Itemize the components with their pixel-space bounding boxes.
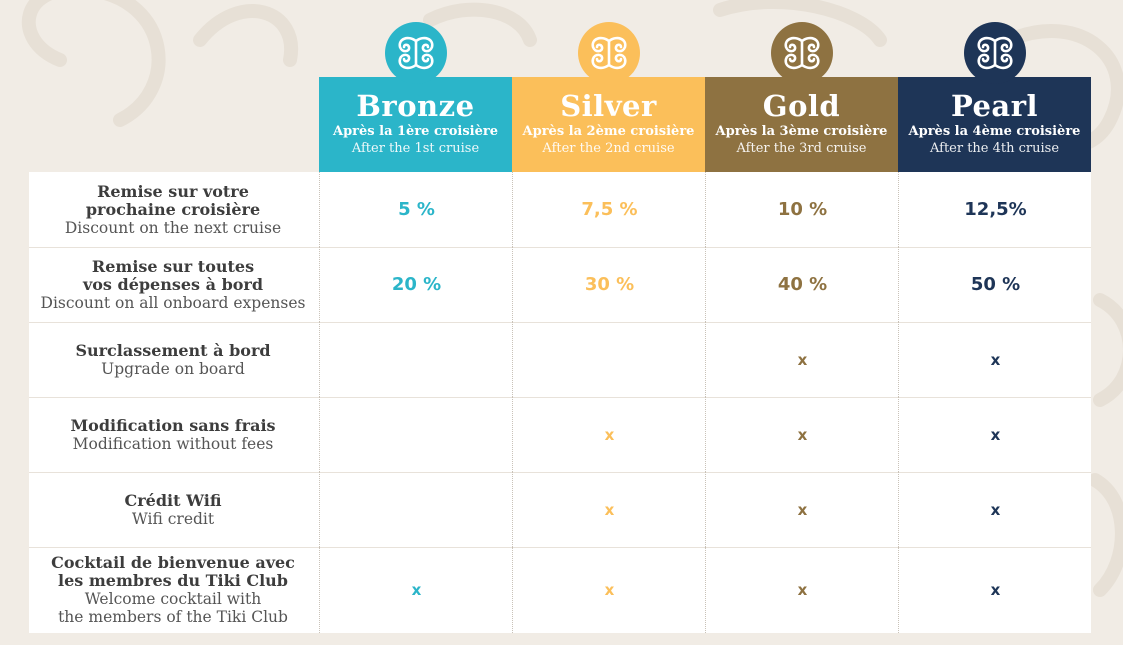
- tier-name: Gold: [762, 89, 841, 123]
- benefit-name-fr: vos dépenses à bord: [82, 274, 264, 294]
- benefit-value: 40 %: [705, 247, 899, 322]
- tier-name: Silver: [560, 89, 657, 123]
- benefits-table: Remise sur votre prochaine croisière Disco…: [29, 172, 1091, 633]
- benefit-value: 10 %: [705, 172, 899, 247]
- benefit-label: Crédit Wifi Wifi credit: [29, 472, 317, 547]
- check-mark-icon: x: [512, 472, 706, 547]
- benefit-name-fr: les membres du Tiki Club: [58, 571, 288, 590]
- benefit-value: 30 %: [512, 247, 706, 322]
- check-mark-icon: x: [705, 547, 899, 633]
- benefit-label: Remise sur toutes vos dépenses à bord Disc…: [29, 247, 317, 322]
- tiki-swirl-icon: [384, 22, 447, 84]
- benefit-value: 50 %: [898, 247, 1092, 322]
- tier-subtitle-fr: Après la 4ème croisière: [908, 124, 1081, 139]
- tier-header-gold: Gold Après la 3ème croisière After the 3rd…: [705, 77, 898, 172]
- benefit-value: 12,5%: [898, 172, 1092, 247]
- tier-subtitle-fr: Après la 3ème croisière: [715, 124, 888, 139]
- tier-header-bronze: Bronze Après la 1ère croisière After the 1…: [319, 77, 512, 172]
- benefit-name-fr: Remise sur votre: [97, 181, 249, 201]
- tier-subtitle-fr: Après la 1ère croisière: [332, 124, 498, 139]
- benefit-label: Cocktail de bienvenue avec les membres du…: [29, 547, 317, 633]
- tier-subtitle-en: After the 2nd cruise: [542, 141, 675, 156]
- table-row: Modification sans frais Modification with…: [29, 397, 1091, 473]
- table-row: Crédit Wifi Wifi credit x x x: [29, 472, 1091, 548]
- check-mark-icon: x: [898, 397, 1092, 472]
- benefit-value: [319, 472, 513, 547]
- benefit-value: 20 %: [319, 247, 513, 322]
- tiki-swirl-icon: [963, 22, 1026, 84]
- table-row: Surclassement à bord Upgrade on board x x: [29, 322, 1091, 398]
- table-row: Remise sur toutes vos dépenses à bord Disc…: [29, 247, 1091, 323]
- benefit-name-fr: Modification sans frais: [70, 415, 276, 435]
- tier-subtitle-en: After the 3rd cruise: [736, 141, 867, 156]
- benefit-name-en: Wifi credit: [131, 509, 215, 528]
- benefit-name-en: Discount on all onboard expenses: [40, 293, 306, 312]
- benefit-name-en: Modification without fees: [72, 434, 274, 453]
- check-mark-icon: x: [705, 397, 899, 472]
- benefit-label: Remise sur votre prochaine croisière Disco…: [29, 172, 317, 247]
- benefit-name-fr: Crédit Wifi: [124, 490, 222, 510]
- tiki-swirl-icon: [577, 22, 640, 84]
- benefit-name-en: Upgrade on board: [101, 359, 245, 378]
- benefit-name-fr: Surclassement à bord: [75, 340, 271, 360]
- tier-subtitle-en: After the 1st cruise: [351, 141, 480, 156]
- tier-header-pearl: Pearl Après la 4ème croisière After the 4t…: [898, 77, 1091, 172]
- benefit-name-en: Discount on the next cruise: [64, 218, 282, 237]
- benefit-value: [319, 322, 513, 397]
- check-mark-icon: x: [898, 547, 1092, 633]
- check-mark-icon: x: [512, 397, 706, 472]
- tier-name: Pearl: [950, 89, 1039, 123]
- benefit-name-fr: prochaine croisière: [85, 199, 261, 219]
- check-mark-icon: x: [319, 547, 513, 633]
- table-row: Remise sur votre prochaine croisière Disco…: [29, 172, 1091, 248]
- benefit-name-fr: Remise sur toutes: [91, 256, 255, 276]
- tier-name: Bronze: [356, 89, 475, 123]
- tier-header-silver: Silver Après la 2ème croisière After the 2…: [512, 77, 705, 172]
- benefit-label: Modification sans frais Modification with…: [29, 397, 317, 472]
- benefit-name-en: the members of the Tiki Club: [58, 608, 288, 626]
- tier-subtitle-en: After the 4th cruise: [929, 141, 1060, 156]
- benefit-value: [319, 397, 513, 472]
- benefit-value: 7,5 %: [512, 172, 706, 247]
- benefit-value: [512, 322, 706, 397]
- check-mark-icon: x: [705, 472, 899, 547]
- benefit-name-fr: Cocktail de bienvenue avec: [51, 553, 295, 572]
- check-mark-icon: x: [705, 322, 899, 397]
- check-mark-icon: x: [898, 322, 1092, 397]
- benefit-name-en: Welcome cocktail with: [84, 590, 262, 608]
- check-mark-icon: x: [512, 547, 706, 633]
- tier-subtitle-fr: Après la 2ème croisière: [522, 124, 695, 139]
- tiki-swirl-icon: [770, 22, 833, 84]
- benefit-value: 5 %: [319, 172, 513, 247]
- benefit-label: Surclassement à bord Upgrade on board: [29, 322, 317, 397]
- check-mark-icon: x: [898, 472, 1092, 547]
- table-row: Cocktail de bienvenue avec les membres du…: [29, 547, 1091, 633]
